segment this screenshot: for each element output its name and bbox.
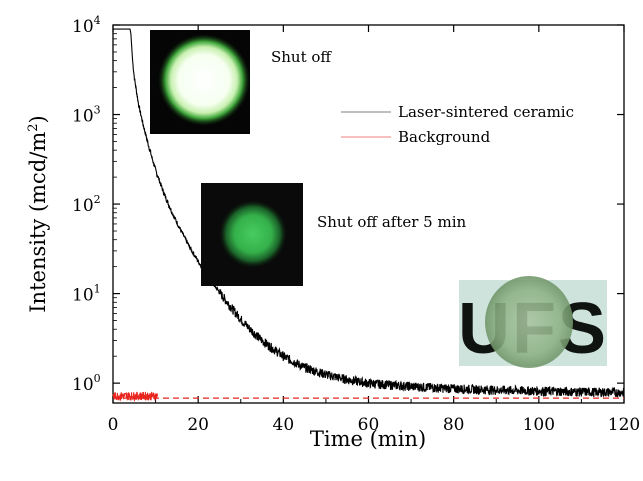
x-tick-label-80: 80	[443, 415, 465, 435]
inset-photo-shut-off-after-5-min	[201, 183, 303, 286]
y-tick-label-base: 10	[72, 17, 94, 37]
y-tick-label-exponent: 3	[94, 104, 101, 117]
x-tick-label-60: 60	[358, 415, 380, 435]
x-tick-label-20: 20	[187, 415, 209, 435]
y-tick-label-100: 102	[72, 193, 101, 216]
x-tick-label-120: 120	[608, 415, 640, 435]
y-axis-title-main: Intensity (mcd/m	[26, 132, 50, 313]
y-axis-title-close: )	[26, 115, 50, 123]
y-tick-label-exponent: 4	[94, 14, 101, 27]
y-tick-label-10000: 104	[72, 14, 101, 37]
x-tick-label-0: 0	[108, 415, 119, 435]
x-tick-label-40: 40	[273, 415, 295, 435]
y-tick-label-exponent: 2	[94, 193, 101, 206]
legend: Laser-sintered ceramic Background	[341, 103, 574, 146]
y-tick-label-1: 100	[72, 372, 101, 395]
legend-label-background: Background	[398, 128, 491, 146]
x-tick-label-100: 100	[523, 415, 555, 435]
y-axis-title-sup: 2	[26, 123, 41, 131]
annotation-shut-off: Shut off	[271, 48, 332, 66]
x-axis-title: Time (min)	[310, 427, 426, 451]
inset-ufs-logo-photo: UFS	[458, 276, 607, 369]
y-tick-label-1000: 103	[72, 104, 101, 127]
y-tick-label-base: 10	[72, 375, 94, 395]
annotation-shut-off-after-5-min: Shut off after 5 min	[317, 213, 467, 231]
legend-label-laser-sintered-ceramic: Laser-sintered ceramic	[398, 103, 574, 121]
y-axis-title: Intensity (mcd/m2)	[26, 115, 50, 312]
series-line-laser-sintered-ceramic	[113, 28, 625, 398]
y-tick-label-base: 10	[72, 107, 94, 127]
inset-photo-shut-off	[150, 30, 250, 134]
x-axis-ticks: 0 20 40 60 80 100 120	[108, 25, 640, 435]
series-layer	[112, 28, 625, 402]
y-tick-label-base: 10	[72, 286, 94, 306]
series-line-background	[112, 391, 159, 402]
y-tick-label-base: 10	[72, 196, 94, 216]
y-tick-label-10: 101	[72, 283, 101, 306]
y-tick-label-exponent: 1	[94, 283, 101, 296]
y-tick-label-exponent: 0	[94, 372, 101, 385]
